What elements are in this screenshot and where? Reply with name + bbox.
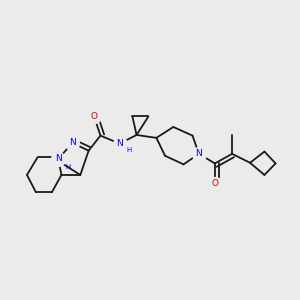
Text: N: N [55, 154, 62, 164]
Text: N: N [69, 139, 76, 148]
Text: H: H [65, 164, 70, 170]
Text: O: O [212, 179, 218, 188]
Text: H: H [127, 147, 132, 153]
Text: N: N [196, 149, 202, 158]
Text: O: O [91, 112, 98, 121]
Text: N: N [116, 139, 123, 148]
